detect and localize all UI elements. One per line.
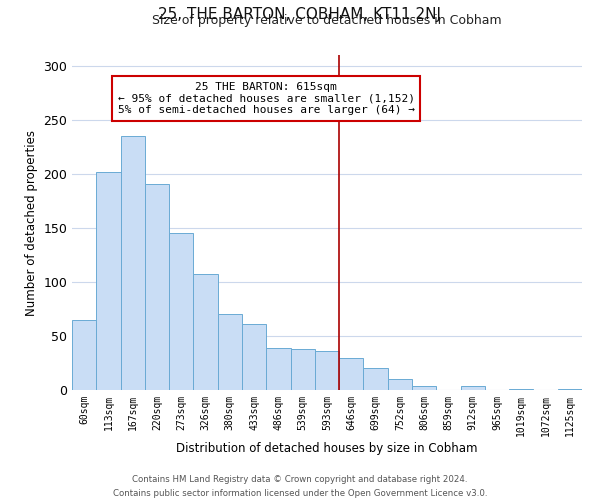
Bar: [266, 348, 290, 390]
Bar: [145, 184, 169, 390]
Bar: [193, 274, 218, 390]
Bar: [72, 320, 96, 390]
Bar: [242, 324, 266, 390]
Bar: [509, 389, 533, 390]
Bar: [169, 234, 193, 390]
Bar: [315, 351, 339, 390]
Bar: [339, 358, 364, 390]
Bar: [121, 136, 145, 390]
Bar: [364, 368, 388, 390]
Bar: [558, 389, 582, 390]
Text: 25 THE BARTON: 615sqm
← 95% of detached houses are smaller (1,152)
5% of semi-de: 25 THE BARTON: 615sqm ← 95% of detached …: [118, 82, 415, 115]
Text: 25, THE BARTON, COBHAM, KT11 2NJ: 25, THE BARTON, COBHAM, KT11 2NJ: [158, 8, 442, 22]
Bar: [96, 172, 121, 390]
Bar: [290, 349, 315, 390]
Bar: [461, 386, 485, 390]
Bar: [388, 379, 412, 390]
Bar: [412, 386, 436, 390]
Bar: [218, 314, 242, 390]
X-axis label: Distribution of detached houses by size in Cobham: Distribution of detached houses by size …: [176, 442, 478, 454]
Title: Size of property relative to detached houses in Cobham: Size of property relative to detached ho…: [152, 14, 502, 28]
Text: Contains HM Land Registry data © Crown copyright and database right 2024.
Contai: Contains HM Land Registry data © Crown c…: [113, 476, 487, 498]
Y-axis label: Number of detached properties: Number of detached properties: [25, 130, 38, 316]
